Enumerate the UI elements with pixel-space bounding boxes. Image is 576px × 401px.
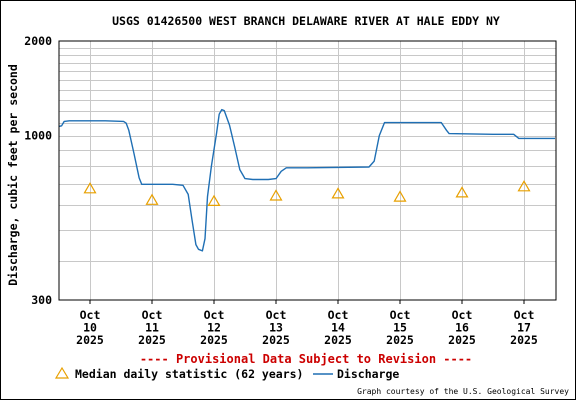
median-marker <box>145 193 159 205</box>
legend-median-label: Median daily statistic (62 years) <box>75 367 303 381</box>
legend-discharge-label: Discharge <box>337 367 399 381</box>
x-tick-label: 17 <box>517 321 531 335</box>
x-tick-label: 14 <box>331 321 345 335</box>
chart-title: USGS 01426500 WEST BRANCH DELAWARE RIVER… <box>112 14 500 28</box>
x-tick-label: Oct <box>328 308 349 322</box>
x-tick-label: 2025 <box>262 333 290 347</box>
x-tick-label: 15 <box>393 321 407 335</box>
provisional-notice: ---- Provisional Data Subject to Revisio… <box>140 352 472 366</box>
x-tick-label: Oct <box>514 308 535 322</box>
median-marker <box>455 186 469 198</box>
y-axis-label: Discharge, cubic feet per second <box>6 64 20 286</box>
median-marker <box>207 194 221 206</box>
x-tick-label: Oct <box>390 308 411 322</box>
x-tick-label: 16 <box>455 321 469 335</box>
median-marker <box>393 190 407 202</box>
median-marker <box>83 182 97 194</box>
x-tick-label: Oct <box>266 308 287 322</box>
y-tick-label: 1000 <box>24 129 52 143</box>
x-tick-label: 13 <box>269 321 283 335</box>
x-tick-label: 10 <box>83 321 97 335</box>
tick-layer: 30010002000Oct102025Oct112025Oct122025Oc… <box>24 34 538 347</box>
grid-layer <box>59 41 556 300</box>
x-tick-label: 2025 <box>200 333 228 347</box>
median-marker <box>517 180 531 192</box>
legend: Median daily statistic (62 years) Discha… <box>54 366 399 381</box>
y-tick-label: 300 <box>31 293 52 307</box>
x-tick-label: 11 <box>145 321 159 335</box>
x-tick-label: Oct <box>80 308 101 322</box>
usgs-credit: Graph courtesy of the U.S. Geological Su… <box>357 387 569 396</box>
x-tick-label: 2025 <box>448 333 476 347</box>
x-tick-label: 2025 <box>386 333 414 347</box>
x-tick-label: 2025 <box>138 333 166 347</box>
median-marker <box>269 189 283 201</box>
median-marker <box>331 187 345 199</box>
x-tick-label: 2025 <box>76 333 104 347</box>
x-tick-label: 2025 <box>324 333 352 347</box>
x-tick-label: 2025 <box>510 333 538 347</box>
x-tick-label: Oct <box>142 308 163 322</box>
series-layer <box>58 108 555 252</box>
legend-median-marker <box>54 366 70 379</box>
plot-area-border <box>58 40 557 301</box>
x-tick-label: 12 <box>207 321 221 335</box>
x-tick-label: Oct <box>204 308 225 322</box>
discharge-line <box>58 108 555 252</box>
y-tick-label: 2000 <box>24 34 52 48</box>
x-tick-label: Oct <box>452 308 473 322</box>
